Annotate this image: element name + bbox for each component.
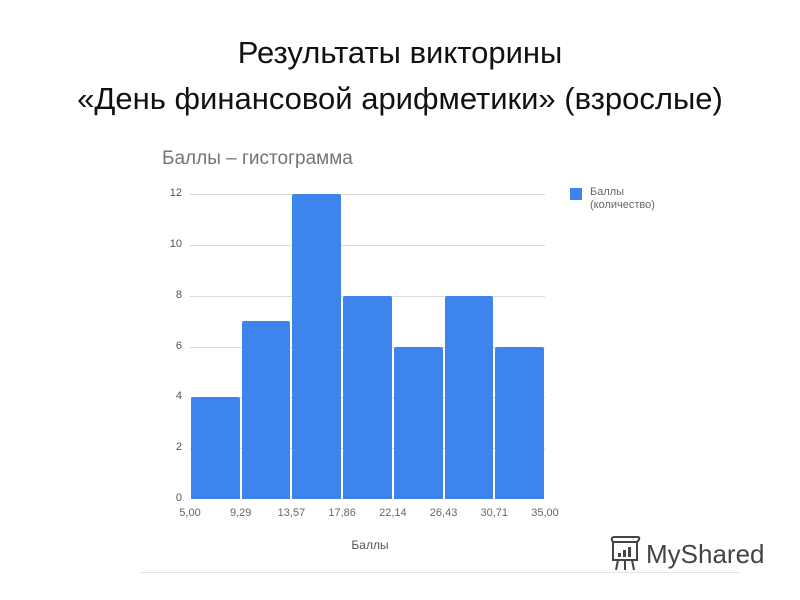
x-axis-label: Баллы — [351, 538, 389, 552]
gridline — [190, 194, 545, 195]
legend-swatch — [570, 188, 582, 200]
histogram-bar[interactable] — [393, 346, 443, 499]
x-tick-label: 13,57 — [277, 507, 306, 519]
y-tick-label: 4 — [175, 390, 182, 403]
histogram-bar[interactable] — [495, 346, 544, 499]
legend-label: Баллы (количество) — [590, 186, 655, 212]
presentation-board-icon — [610, 536, 641, 571]
slide-title-line2: «День финансовой арифметики» (взрослые) — [77, 81, 723, 116]
histogram-bar[interactable] — [191, 397, 240, 499]
x-tick-label: 22,14 — [379, 507, 407, 519]
legend-label-line1: Баллы — [590, 186, 625, 198]
y-tick-label: 2 — [175, 441, 182, 454]
gridline — [190, 244, 545, 246]
footer-divider — [140, 572, 740, 573]
y-tick-label: 0 — [175, 492, 182, 504]
slide-title-line1: Результаты викторины — [237, 35, 563, 70]
watermark-text: MyShared — [646, 538, 765, 569]
legend-label-line2: (количество) — [590, 199, 655, 211]
histogram-bar[interactable] — [343, 295, 392, 499]
y-tick-label: 10 — [169, 237, 182, 250]
x-tick-label: 26,43 — [429, 507, 458, 519]
watermark: MyShared — [608, 536, 765, 572]
histogram-bar[interactable] — [241, 321, 291, 499]
y-tick-label: 8 — [175, 288, 182, 301]
chart-title: Баллы – гистограмма — [162, 148, 353, 169]
y-tick-label: 6 — [175, 339, 182, 352]
x-tick-label: 5,00 — [179, 507, 201, 519]
x-tick-label: 17,86 — [328, 507, 356, 519]
slide-title: Результаты викторины «День финансовой ар… — [0, 30, 800, 122]
legend: Баллы (количество) — [570, 186, 655, 212]
x-tick-label: 9,29 — [229, 507, 252, 519]
histogram-bar[interactable] — [444, 295, 494, 499]
x-tick-label: 30,71 — [480, 507, 509, 519]
x-tick-label: 35,00 — [531, 507, 559, 519]
y-tick-label: 12 — [169, 187, 182, 199]
histogram-bar[interactable] — [292, 194, 342, 499]
